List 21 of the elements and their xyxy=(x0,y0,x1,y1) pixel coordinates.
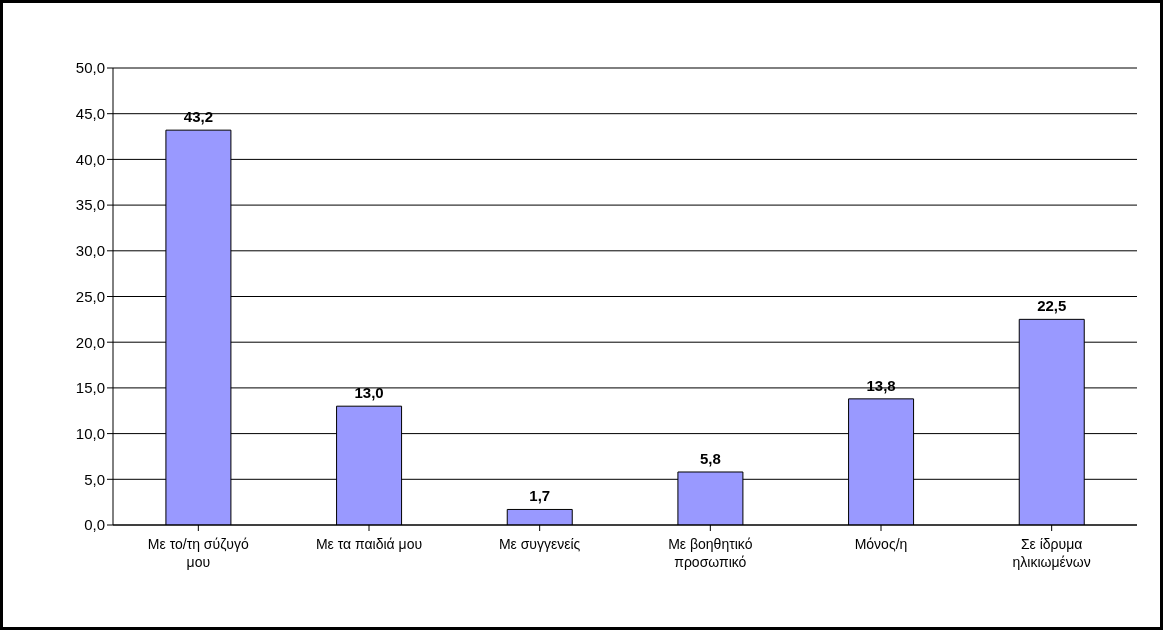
y-tick-label: 20,0 xyxy=(75,333,105,351)
data-label: 1,7 xyxy=(529,487,551,505)
y-tick-label: 25,0 xyxy=(75,287,105,305)
x-tick-label: Σε ίδρυμα ηλικιωμένων xyxy=(1012,536,1091,570)
y-tick-label: 50,0 xyxy=(75,59,105,77)
x-tick-label: Με το/τη σύζυγό μου xyxy=(147,536,250,570)
y-tick-label: 35,0 xyxy=(75,196,105,214)
y-tick-label: 30,0 xyxy=(75,242,105,260)
data-label: 5,8 xyxy=(699,449,721,467)
data-label: 13,0 xyxy=(354,384,384,402)
x-tick-label: Με συγγενείς xyxy=(498,536,581,552)
data-label: 22,5 xyxy=(1037,297,1067,315)
y-tick-label: 5,0 xyxy=(84,470,105,488)
y-tick-label: 15,0 xyxy=(75,379,105,397)
y-tick-label: 45,0 xyxy=(75,105,105,123)
x-tick-label: Με βοηθητικό προσωπικό xyxy=(668,536,753,570)
y-tick-label: 40,0 xyxy=(75,150,105,168)
y-tick-label: 0,0 xyxy=(84,516,105,534)
x-tick-label: Με τα παιδιά μου xyxy=(315,536,423,552)
y-tick-label: 10,0 xyxy=(75,424,105,442)
x-tick-label: Μόνος/η xyxy=(854,536,908,552)
